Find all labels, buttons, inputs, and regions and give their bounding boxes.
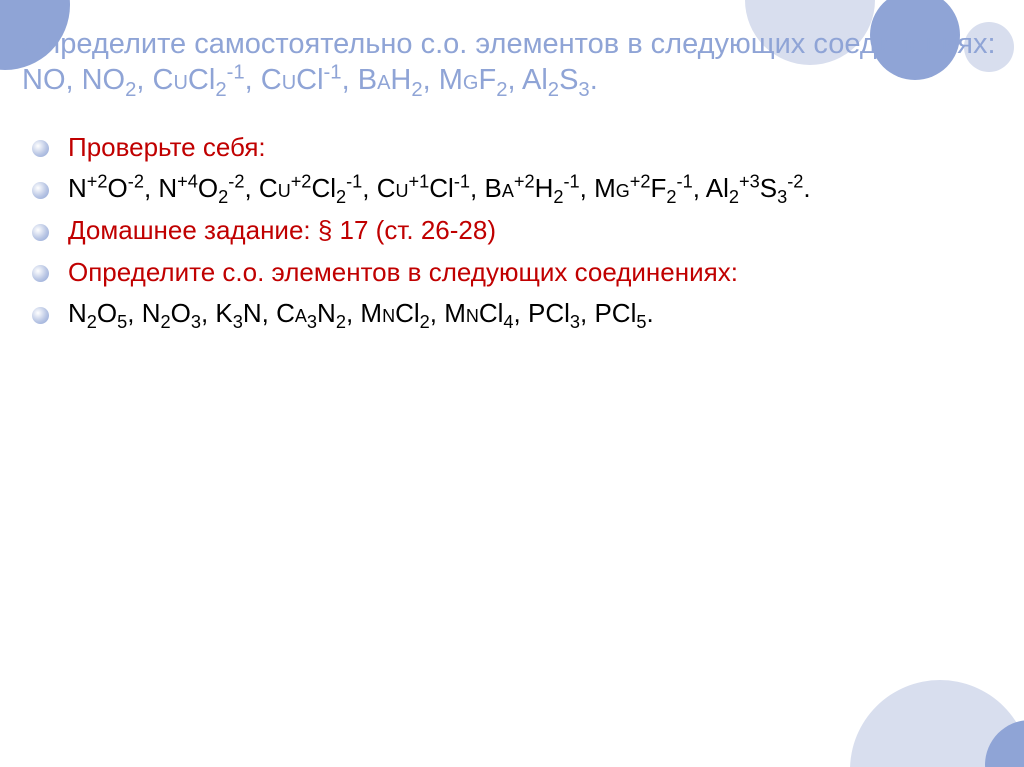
bullet-item: Домашнее задание: § 17 (ст. 26-28) bbox=[32, 212, 1002, 250]
bullet-item: N2O5, N2O3, K3N, Ca3N2, MnCl2, MnCl4, PC… bbox=[32, 295, 1002, 333]
slide-title: Определите самостоятельно с.о. элементов… bbox=[22, 26, 1002, 99]
title-line-2: NO, NO2, CuCl2-1, CuCl-1, BaH2, MgF2, Al… bbox=[22, 64, 598, 96]
bullet-item: Определите с.о. элементов в следующих со… bbox=[32, 254, 1002, 292]
bullet-item: Проверьте себя: bbox=[32, 129, 1002, 167]
bullet-list: Проверьте себя:N+2O-2, N+4O2-2, Cu+2Cl2-… bbox=[22, 129, 1002, 333]
bullet-item: N+2O-2, N+4O2-2, Cu+2Cl2-1, Cu+1Cl-1, Ba… bbox=[32, 170, 1002, 208]
title-line-1: Определите самостоятельно с.о. элементов… bbox=[22, 28, 996, 60]
slide-content: Определите самостоятельно с.о. элементов… bbox=[0, 0, 1024, 333]
